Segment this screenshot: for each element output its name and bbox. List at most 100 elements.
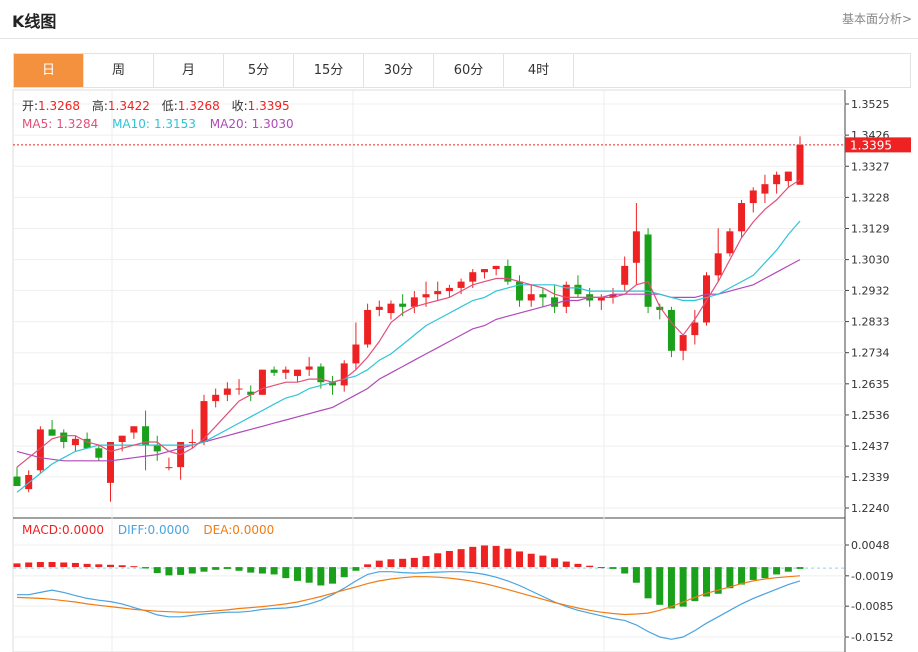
macd-bar xyxy=(621,567,629,574)
candle-body xyxy=(632,231,640,263)
tab-4hour[interactable]: 4时 xyxy=(504,54,574,87)
y-tick-label: 1.2734 xyxy=(851,347,890,360)
macd-bar xyxy=(130,566,138,568)
dea-line xyxy=(16,575,801,616)
candle-body xyxy=(562,284,570,307)
macd-bar xyxy=(562,561,570,568)
macd-bar xyxy=(212,567,220,570)
macd-bar xyxy=(153,567,161,574)
macd-bar xyxy=(784,567,792,572)
tab-month[interactable]: 月 xyxy=(154,54,224,87)
period-tabs: 日 周 月 5分 15分 30分 60分 4时 xyxy=(13,53,911,88)
candle-body xyxy=(539,294,547,298)
macd-bar xyxy=(364,564,372,568)
macd-bar xyxy=(188,567,196,574)
candle-body xyxy=(691,322,699,336)
macd-bar xyxy=(25,562,33,568)
macd-bar xyxy=(457,549,465,568)
candle-body xyxy=(784,171,792,182)
tab-60min[interactable]: 60分 xyxy=(434,54,504,87)
candle-body xyxy=(130,426,138,433)
candle-body xyxy=(165,467,173,469)
candle-body xyxy=(399,303,407,307)
macd-bar xyxy=(516,551,524,568)
candle-body xyxy=(703,275,711,323)
macd-bar xyxy=(551,558,559,568)
ma5-label: MA5: xyxy=(22,117,52,131)
y-tick-label: 1.3228 xyxy=(851,191,890,204)
ma10-line xyxy=(16,220,801,493)
macd-label: MACD: xyxy=(22,523,62,537)
macd-bar xyxy=(95,564,103,568)
tab-day[interactable]: 日 xyxy=(14,54,84,87)
macd-bar xyxy=(796,567,804,569)
macd-histogram xyxy=(13,545,845,609)
candle-body xyxy=(48,429,56,436)
last-price-label: 1.3395 xyxy=(850,138,892,152)
candle-body xyxy=(340,363,348,386)
candle-body xyxy=(142,426,150,446)
tab-30min[interactable]: 30分 xyxy=(364,54,434,87)
candle-body xyxy=(773,174,781,185)
candle-body xyxy=(188,441,196,443)
macd-bar xyxy=(597,567,605,569)
page-title: K线图 xyxy=(12,12,57,31)
macd-bar xyxy=(317,567,325,586)
candle-body xyxy=(551,297,559,307)
ma20-value: 1.3030 xyxy=(252,117,294,131)
macd-bar xyxy=(71,562,79,568)
tab-week[interactable]: 周 xyxy=(84,54,154,87)
macd-bar xyxy=(632,567,640,583)
candle-body xyxy=(95,448,103,458)
ma10-value: 1.3153 xyxy=(154,117,196,131)
candle-body xyxy=(305,366,313,370)
y-tick-label: 1.2932 xyxy=(851,284,890,297)
tab-5min[interactable]: 5分 xyxy=(224,54,294,87)
macd-bar xyxy=(48,562,56,568)
candle-body xyxy=(247,391,255,395)
candle-body xyxy=(738,203,746,232)
macd-bar xyxy=(83,563,91,568)
macd-bar xyxy=(434,553,442,568)
tab-15min[interactable]: 15分 xyxy=(294,54,364,87)
macd-bar xyxy=(36,562,44,568)
macd-bar xyxy=(609,567,617,569)
macd-bar xyxy=(270,567,278,575)
macd-bar xyxy=(387,559,395,568)
y-tick-label: 1.3129 xyxy=(851,223,890,236)
y-tick-label: 1.2240 xyxy=(851,502,890,515)
candle-body xyxy=(749,190,757,204)
macd-bar xyxy=(165,567,173,576)
candle-body xyxy=(422,294,430,298)
macd-bar xyxy=(691,567,699,602)
macd-bar xyxy=(375,560,383,568)
candle-body xyxy=(621,265,629,285)
macd-bar xyxy=(340,567,348,578)
macd-tick-label: -0.0085 xyxy=(851,600,893,613)
y-tick-label: 1.2536 xyxy=(851,409,890,422)
candle-body xyxy=(282,369,290,373)
diff-value: 0.0000 xyxy=(148,523,190,537)
macd-bar xyxy=(305,567,313,583)
fundamental-analysis-link[interactable]: 基本面分析> xyxy=(841,12,912,26)
macd-bar xyxy=(142,567,150,569)
macd-bar xyxy=(574,563,582,568)
candle-body xyxy=(36,429,44,471)
candle-body xyxy=(656,306,664,310)
macd-bar xyxy=(492,545,500,568)
open-label: 开: xyxy=(22,99,38,113)
close-label: 收: xyxy=(232,99,248,113)
ma5-line xyxy=(16,179,801,468)
ma-legend: MA5: 1.3284 MA10: 1.3153 MA20: 1.3030 xyxy=(22,117,294,131)
macd-tick-label: 0.0048 xyxy=(851,539,890,552)
low-label: 低: xyxy=(162,99,178,113)
candle-body xyxy=(644,234,652,307)
macd-bar xyxy=(293,567,301,581)
candle-body xyxy=(293,369,301,376)
candle-body xyxy=(258,369,266,395)
candle-body xyxy=(410,297,418,307)
candle-body xyxy=(609,294,617,298)
ma10-label: MA10: xyxy=(112,117,150,131)
candle-body xyxy=(527,294,535,301)
